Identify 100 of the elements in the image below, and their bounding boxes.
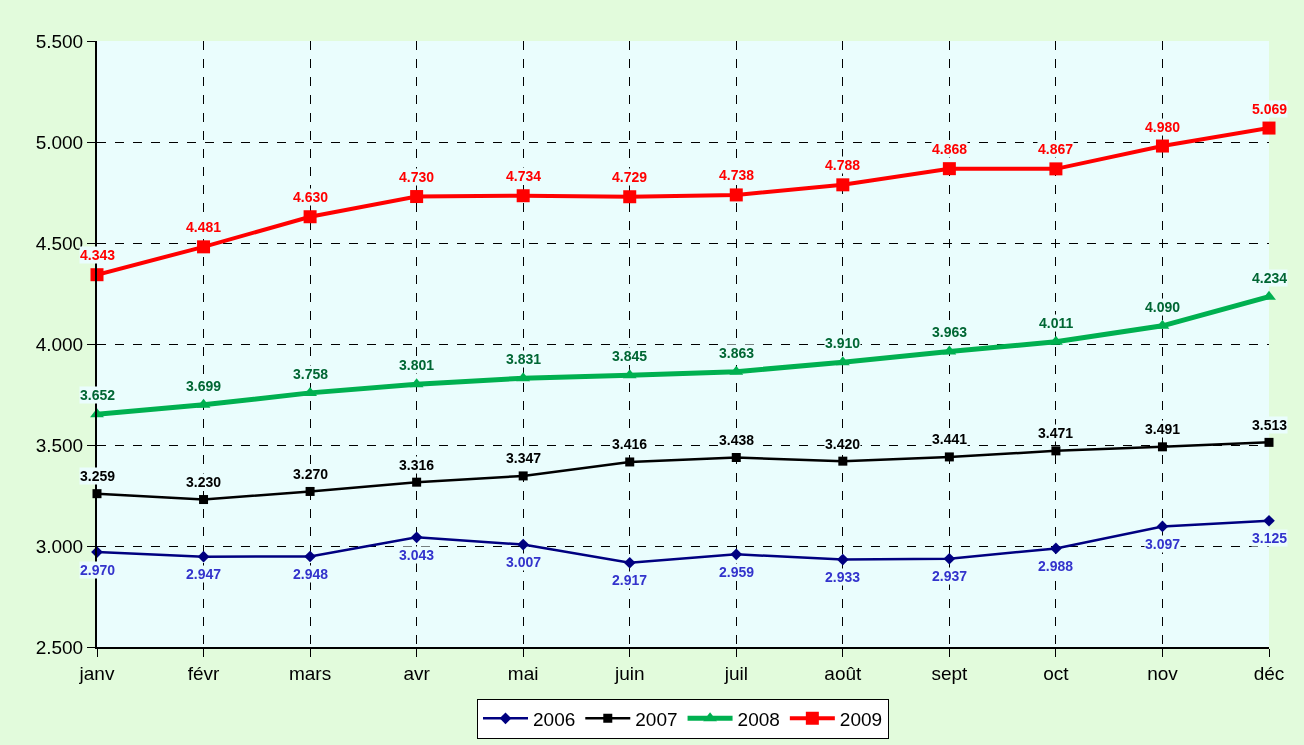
data-label: 3.270 (293, 466, 329, 482)
legend-label: 2006 (533, 708, 576, 730)
data-label: 2.948 (293, 566, 329, 582)
data-label: 3.043 (399, 547, 435, 563)
x-tick-label: juil (723, 662, 748, 684)
data-label: 3.097 (1145, 536, 1181, 552)
data-label: 4.867 (1038, 141, 1074, 157)
point (1263, 514, 1275, 527)
point (623, 556, 636, 569)
point (305, 486, 315, 496)
data-label: 3.513 (1252, 417, 1288, 433)
data-label: 5.069 (1252, 101, 1288, 117)
data-label: 4.730 (399, 169, 435, 185)
point (623, 190, 637, 204)
x-tick-label: janv (78, 662, 115, 684)
data-label: 3.471 (1038, 425, 1074, 441)
point (1262, 121, 1276, 135)
data-label: 3.652 (80, 387, 116, 403)
y-tick-label: 4.000 (35, 333, 84, 355)
data-label: 3.699 (186, 378, 222, 394)
data-label: 4.738 (719, 167, 755, 183)
point (1050, 542, 1062, 555)
data-label: 3.845 (612, 348, 648, 364)
data-label: 3.230 (186, 474, 222, 490)
legend-label: 2007 (635, 708, 678, 730)
data-label: 3.801 (399, 357, 435, 373)
point (943, 552, 956, 565)
point (1155, 139, 1169, 153)
point (836, 178, 850, 192)
y-tick-label: 2.500 (35, 636, 84, 658)
data-label: 3.863 (719, 345, 755, 361)
data-label: 4.234 (1252, 270, 1288, 286)
data-label: 2.947 (186, 566, 222, 582)
point (197, 240, 211, 254)
data-label: 3.347 (506, 450, 542, 466)
point (731, 453, 741, 463)
legend-label: 2008 (737, 708, 780, 730)
data-label: 3.259 (80, 468, 116, 484)
data-label: 4.734 (506, 168, 542, 184)
data-label: 4.788 (825, 157, 861, 173)
data-label: 3.420 (825, 436, 861, 452)
point (410, 190, 424, 204)
point (625, 457, 635, 467)
point (1264, 437, 1274, 447)
point (729, 188, 743, 202)
data-label: 2.937 (932, 568, 968, 584)
data-label: 3.441 (932, 431, 968, 447)
data-label: 3.125 (1252, 530, 1288, 546)
point (197, 550, 210, 563)
point (944, 452, 954, 462)
point (410, 531, 423, 544)
data-label: 4.980 (1145, 119, 1181, 135)
point (1049, 162, 1063, 176)
point (303, 210, 317, 224)
y-tick-label: 3.500 (35, 434, 84, 456)
x-tick-label: avr (403, 662, 431, 684)
data-label: 3.831 (506, 351, 542, 367)
point (304, 550, 316, 563)
point (517, 538, 530, 551)
data-label: 3.758 (293, 366, 329, 382)
point (1156, 520, 1169, 533)
data-label: 2.988 (1038, 558, 1074, 574)
data-label: 3.007 (506, 554, 542, 570)
data-label: 4.011 (1039, 315, 1074, 331)
point (1051, 446, 1061, 456)
x-tick-label: août (824, 662, 863, 684)
data-label: 4.729 (612, 169, 648, 185)
point (516, 189, 530, 203)
x-tick-label: mai (507, 662, 539, 684)
point (836, 553, 849, 566)
point (730, 548, 743, 561)
data-label: 3.438 (719, 432, 755, 448)
data-label: 3.416 (612, 436, 648, 452)
data-label: 3.910 (825, 335, 861, 351)
data-label: 4.090 (1145, 299, 1181, 315)
x-tick-label: mars (288, 662, 332, 684)
data-label: 2.959 (719, 564, 755, 580)
legend-label: 2009 (839, 708, 883, 730)
data-label: 4.481 (186, 219, 222, 235)
x-tick-label: nov (1147, 662, 1179, 684)
point (518, 471, 528, 481)
x-tick-label: juin (613, 662, 645, 684)
point (838, 456, 848, 466)
data-label: 2.970 (80, 562, 116, 578)
point (942, 162, 956, 176)
data-label: 4.343 (80, 247, 116, 263)
x-tick-label: déc (1253, 662, 1285, 684)
data-label: 3.491 (1145, 421, 1181, 437)
y-tick-label: 5.000 (35, 131, 84, 153)
data-label: 3.963 (932, 324, 968, 340)
point (412, 477, 422, 487)
x-tick-label: févr (187, 662, 221, 684)
data-label: 4.868 (932, 141, 968, 157)
x-tick-label: oct (1043, 662, 1070, 684)
point (199, 495, 209, 505)
point (1157, 442, 1167, 452)
data-label: 2.917 (612, 572, 648, 588)
y-tick-label: 5.500 (35, 30, 84, 52)
x-tick-label: sept (931, 662, 969, 684)
y-tick-label: 3.000 (35, 535, 84, 557)
